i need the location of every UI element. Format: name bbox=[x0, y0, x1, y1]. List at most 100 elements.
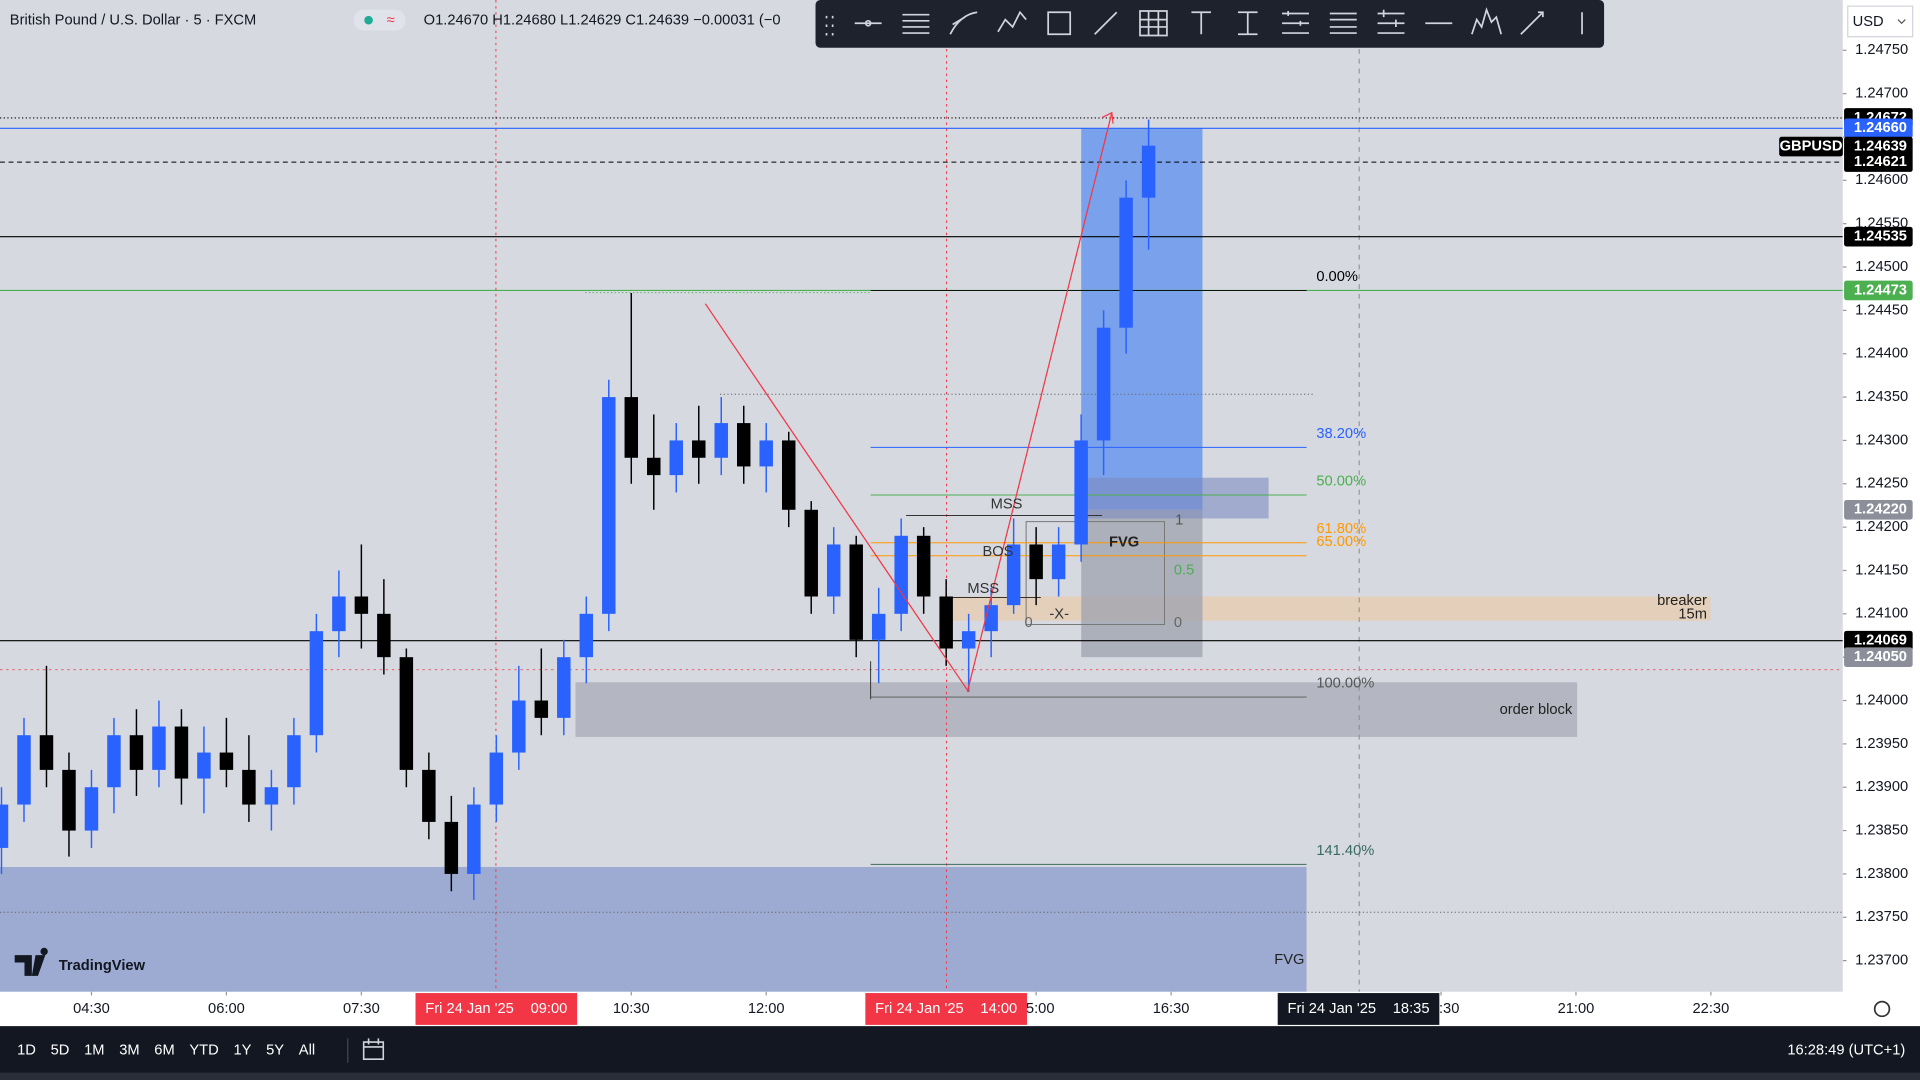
y-tick-label: 1.23850 bbox=[1855, 822, 1908, 838]
settings-button[interactable] bbox=[1873, 1000, 1891, 1018]
ohlc: O1.24670 H1.24680 L1.24629 C1.24639 −0.0… bbox=[424, 13, 781, 29]
x-tick-label: 12:00 bbox=[748, 1001, 785, 1017]
tool-line[interactable] bbox=[1094, 11, 1118, 35]
stop-zone bbox=[1081, 509, 1203, 658]
y-tick-label: 1.23950 bbox=[1855, 736, 1908, 752]
y-tick-label: 1.24300 bbox=[1855, 432, 1908, 448]
data-layer: 0.00% 38.20% 50.00% 61.80%65.00% 100.00% 141.… bbox=[0, 117, 1843, 900]
x-tick-label: 06:00 bbox=[208, 1001, 245, 1017]
trend-line bbox=[704, 303, 970, 693]
range-button[interactable]: 1D bbox=[17, 1042, 36, 1058]
drag-handle[interactable] bbox=[825, 15, 834, 36]
range-button[interactable]: 5Y bbox=[266, 1042, 284, 1058]
annotation: BOS bbox=[982, 544, 1013, 560]
y-tick-label: 1.23900 bbox=[1855, 779, 1908, 795]
price-tag bbox=[1844, 118, 1913, 139]
price-tag bbox=[1844, 280, 1913, 301]
candle-body bbox=[354, 596, 369, 614]
tool-path[interactable] bbox=[997, 10, 1027, 33]
tool-arrow[interactable] bbox=[1520, 11, 1544, 35]
candle-body bbox=[894, 535, 908, 614]
zone-label: order block bbox=[1500, 702, 1573, 718]
tool-rect[interactable] bbox=[1047, 11, 1072, 36]
fib-label: 0.00% bbox=[1316, 269, 1358, 285]
candle-body bbox=[39, 735, 54, 770]
y-tick-label: 1.24500 bbox=[1855, 259, 1908, 275]
axes: 1.23700 1.23750 1.23800 1.23850 1.23900 1.239… bbox=[73, 42, 1913, 1025]
candle-body bbox=[219, 752, 234, 770]
tool-curve[interactable] bbox=[949, 11, 978, 35]
y-tick-label: 1.24400 bbox=[1855, 346, 1908, 362]
fib-label: 50.00% bbox=[1316, 473, 1366, 489]
y-tick-label: 1.24150 bbox=[1855, 562, 1908, 578]
range-button[interactable]: 1M bbox=[84, 1042, 104, 1058]
currency-select[interactable] bbox=[1847, 5, 1914, 38]
time-tag-date: Fri 24 Jan '25 bbox=[425, 1001, 514, 1017]
status-dot bbox=[364, 15, 373, 25]
tool-hline[interactable] bbox=[854, 19, 882, 27]
candle-body bbox=[916, 535, 931, 597]
candle-body bbox=[152, 726, 166, 770]
fib-label: 38.20% bbox=[1316, 426, 1366, 442]
price-tag bbox=[1844, 152, 1913, 172]
price-tag-label: 1.24535 bbox=[1854, 229, 1907, 245]
candle-body bbox=[1141, 145, 1156, 198]
status-pill[interactable] bbox=[353, 9, 406, 31]
date-range-button[interactable] bbox=[362, 1038, 385, 1060]
candle-body bbox=[332, 596, 346, 632]
candle-body bbox=[62, 769, 76, 831]
x-tick-label: 10:30 bbox=[613, 1001, 650, 1017]
tool-text[interactable] bbox=[1191, 11, 1212, 35]
logo bbox=[14, 947, 48, 976]
time-tag bbox=[1277, 993, 1440, 1025]
candle-body bbox=[849, 544, 863, 640]
range-button[interactable]: 6M bbox=[154, 1042, 174, 1058]
price-tag bbox=[1844, 647, 1913, 667]
symbol-tag-label: GBPUSD bbox=[1780, 138, 1843, 154]
candle-body bbox=[871, 613, 886, 640]
tool-fib-ext[interactable] bbox=[1329, 12, 1357, 34]
time-tag-time: 18:35 bbox=[1393, 1001, 1430, 1017]
tool-channel[interactable] bbox=[902, 13, 930, 34]
time-tag bbox=[415, 993, 578, 1025]
price-tag-label: 1.24220 bbox=[1854, 502, 1907, 518]
range-button[interactable]: 5D bbox=[51, 1042, 70, 1058]
range-button[interactable]: 3M bbox=[119, 1042, 139, 1058]
status-icon: ≈ bbox=[387, 13, 395, 29]
dropdown-caret bbox=[1897, 19, 1906, 25]
x-tick-label: 16:30 bbox=[1153, 1001, 1190, 1017]
candle-body bbox=[0, 804, 9, 848]
range-button[interactable]: All bbox=[299, 1042, 315, 1058]
candle-body bbox=[984, 605, 998, 632]
candle-body bbox=[1029, 544, 1043, 580]
range-button[interactable]: 1Y bbox=[233, 1042, 251, 1058]
y-tick-label: 1.24250 bbox=[1855, 476, 1908, 492]
y-tick-label: 1.23750 bbox=[1855, 909, 1908, 925]
candle-body bbox=[264, 787, 279, 805]
symbol-tag bbox=[1779, 136, 1843, 157]
candle-body bbox=[759, 440, 773, 467]
candle-body bbox=[242, 769, 256, 805]
candle-body bbox=[1006, 544, 1021, 606]
candle-body bbox=[1096, 327, 1111, 441]
candle-body bbox=[197, 752, 211, 779]
annotation: MSS bbox=[991, 496, 1023, 512]
plot: 0.00% 38.20% 50.00% 61.80%65.00% 100.00% 141.… bbox=[0, 0, 1843, 992]
arrow-line bbox=[966, 112, 1113, 692]
toolbar-bg bbox=[815, 0, 1605, 48]
candle-body bbox=[961, 631, 976, 649]
candle-body bbox=[669, 440, 683, 476]
y-tick-label: 1.24100 bbox=[1855, 606, 1908, 622]
fib-label: 100.00% bbox=[1316, 675, 1374, 691]
tool-measure[interactable] bbox=[1237, 11, 1258, 36]
candle-body bbox=[17, 735, 31, 805]
currency-label: USD bbox=[1853, 14, 1884, 30]
price-tag-label: 1.24639 bbox=[1854, 138, 1907, 154]
tool-pattern[interactable] bbox=[1471, 7, 1503, 35]
tool-grid[interactable] bbox=[1139, 10, 1168, 37]
fib-label: 141.40% bbox=[1316, 843, 1374, 859]
range-button[interactable]: YTD bbox=[189, 1042, 218, 1058]
tool-pitch[interactable] bbox=[1377, 9, 1405, 34]
tool-fib[interactable] bbox=[1282, 11, 1309, 34]
